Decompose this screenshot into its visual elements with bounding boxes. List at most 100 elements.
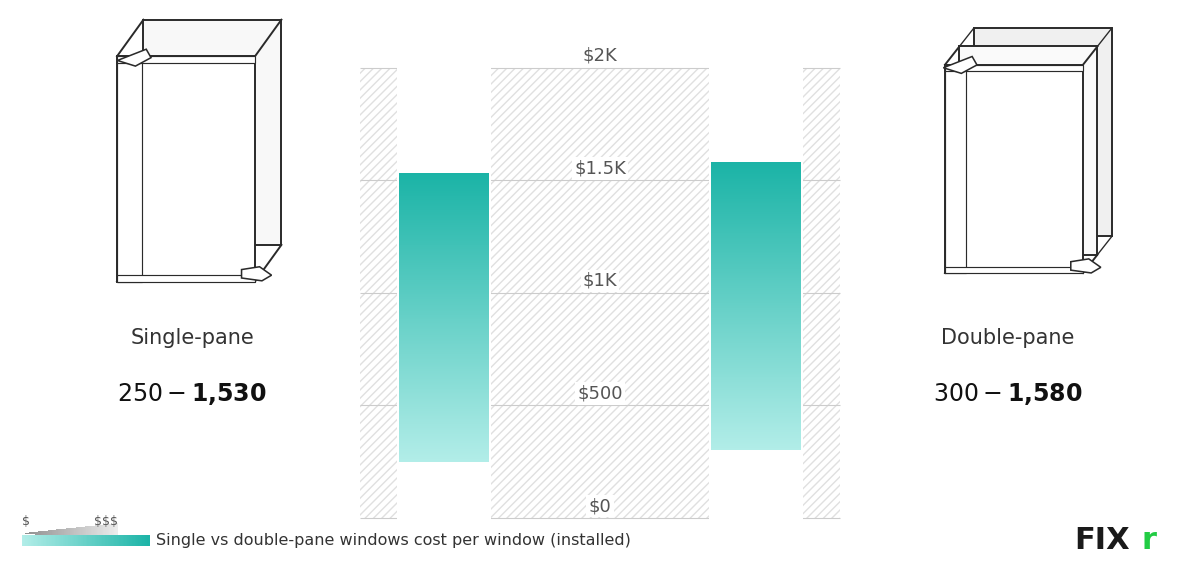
Polygon shape — [118, 56, 142, 282]
Bar — [710, 209, 802, 210]
Bar — [710, 296, 802, 297]
Bar — [398, 359, 490, 360]
Bar — [126, 535, 127, 546]
Bar — [710, 195, 802, 196]
Bar — [398, 187, 490, 188]
Bar — [710, 341, 802, 342]
Bar — [710, 352, 802, 354]
Bar — [398, 352, 490, 353]
Bar — [710, 433, 802, 434]
Bar — [710, 423, 802, 425]
Bar — [710, 172, 802, 173]
Bar — [710, 292, 802, 293]
Text: FIX: FIX — [1074, 526, 1129, 555]
Bar — [398, 396, 490, 397]
Bar — [142, 535, 143, 546]
Bar — [710, 307, 802, 308]
Bar — [710, 421, 802, 422]
Bar — [710, 269, 802, 270]
Bar — [44, 531, 46, 535]
Bar — [710, 169, 802, 170]
Text: $2K: $2K — [583, 47, 617, 65]
Bar — [398, 270, 490, 271]
Bar — [398, 285, 490, 286]
Bar — [710, 191, 802, 192]
Bar — [398, 190, 490, 191]
Bar — [110, 535, 112, 546]
Bar — [710, 437, 802, 438]
Bar — [710, 265, 802, 266]
Bar — [36, 535, 37, 546]
Bar — [398, 398, 490, 399]
Bar — [710, 171, 802, 172]
Bar — [710, 441, 802, 442]
Bar — [398, 269, 490, 270]
Bar — [398, 214, 490, 215]
Bar — [37, 531, 38, 535]
Bar — [398, 328, 490, 329]
Bar — [398, 401, 490, 402]
Bar — [68, 535, 70, 546]
Bar — [398, 452, 490, 453]
Bar — [398, 324, 490, 325]
Bar — [710, 445, 802, 446]
Bar — [710, 308, 802, 309]
Bar — [114, 535, 115, 546]
Bar — [710, 207, 802, 208]
Bar — [398, 346, 490, 347]
Bar — [710, 243, 802, 244]
Bar — [710, 170, 802, 171]
Bar — [398, 335, 490, 336]
Bar — [398, 376, 490, 377]
Bar — [710, 278, 802, 279]
Bar — [710, 334, 802, 335]
Bar — [133, 535, 134, 546]
Bar — [100, 535, 101, 546]
Bar — [398, 208, 490, 209]
Bar — [94, 526, 95, 540]
Bar — [710, 229, 802, 230]
Bar — [107, 524, 108, 542]
Bar — [710, 258, 802, 259]
Bar — [710, 167, 802, 168]
Bar — [398, 209, 490, 210]
Bar — [398, 331, 490, 332]
Bar — [710, 343, 802, 344]
Bar — [710, 395, 802, 396]
Bar — [710, 185, 802, 186]
Bar — [360, 68, 840, 518]
Bar — [398, 248, 490, 249]
Bar — [398, 287, 490, 288]
Bar — [124, 535, 125, 546]
Bar — [398, 293, 490, 294]
Bar — [398, 424, 490, 425]
Bar — [710, 177, 802, 178]
Bar — [710, 377, 802, 378]
Bar — [25, 533, 26, 534]
Bar — [398, 402, 490, 403]
Bar — [56, 529, 58, 537]
Bar — [710, 426, 802, 427]
Bar — [398, 315, 490, 316]
Bar — [710, 242, 802, 243]
Bar — [710, 263, 802, 264]
Bar — [398, 399, 490, 400]
Bar — [710, 189, 802, 190]
Bar — [398, 225, 490, 226]
Bar — [710, 199, 802, 200]
Bar — [710, 226, 802, 227]
Bar — [396, 62, 492, 524]
Polygon shape — [118, 56, 256, 282]
Bar — [398, 432, 490, 433]
Bar — [398, 406, 490, 407]
Bar — [398, 430, 490, 431]
Bar — [710, 272, 802, 274]
Bar — [34, 535, 35, 546]
Bar — [710, 367, 802, 368]
Bar — [80, 527, 82, 539]
Bar — [398, 342, 490, 343]
Bar — [710, 262, 802, 263]
Bar — [398, 337, 490, 338]
Bar — [710, 370, 802, 372]
Bar — [26, 535, 28, 546]
